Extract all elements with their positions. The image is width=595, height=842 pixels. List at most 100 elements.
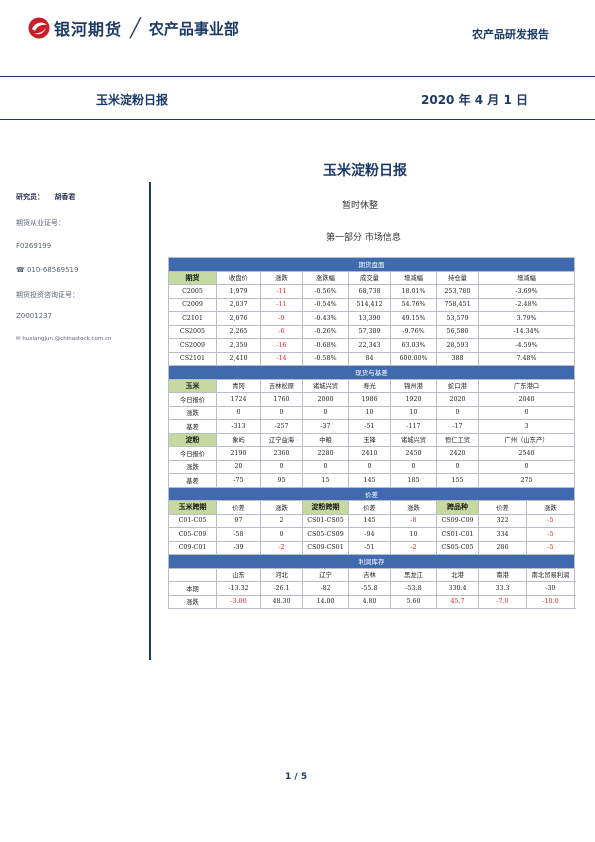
table-cell: 49.15%	[390, 311, 437, 326]
column-header: 辽宁	[302, 567, 349, 582]
table-cell: -3.00	[216, 594, 261, 609]
table-cell: -3.69%	[478, 284, 575, 299]
table-cell: CS09-C09	[436, 513, 479, 528]
table-row: 涨跌 -3.00 48.30 14.00 4.80 5.60 45.7 -7.0 -10.0	[168, 594, 575, 609]
table-cell: 758,451	[436, 297, 479, 312]
table-cell: 2360	[260, 446, 303, 461]
column-header: 吉林	[348, 567, 391, 582]
report-date: 2020 年 4 月 1 日	[421, 93, 528, 107]
column-header: 南港	[478, 567, 527, 582]
table-cell: 20	[216, 459, 261, 474]
column-header: 青冈	[216, 378, 261, 393]
table-cell: 0	[436, 459, 479, 474]
researcher-line: 研究员： 胡香君	[16, 192, 75, 202]
table-row: C2101 2,076 -9 -0.43% 13,390 49.15% 53,579 3.79…	[168, 311, 575, 326]
column-header-row: 淀粉 象屿 辽宁益海 中粮 玉锋 诸城兴贸 恒仁工贸 广州（山东产）	[168, 432, 575, 447]
table-cell: -117	[390, 419, 437, 434]
section-title: 价差	[168, 486, 575, 501]
table-cell: 今日报价	[168, 392, 217, 407]
table-cell: 2020	[436, 392, 479, 407]
table-cell: -2	[390, 540, 437, 555]
galaxy-logo-icon	[28, 17, 50, 39]
section-header-row: 期货盘面	[168, 257, 575, 272]
table-cell: 10	[390, 527, 437, 542]
section-title: 现货与基差	[168, 365, 575, 380]
table-cell: 514,412	[348, 297, 391, 312]
column-header-row: 玉米 青冈 吉林松原 诸城兴贸 寿光 锦州港 蛇口港 广东港口	[168, 378, 575, 393]
table-cell: -14.34%	[478, 324, 575, 339]
column-header: 增减幅	[390, 270, 437, 285]
company-name: 银河期货	[54, 20, 123, 39]
table-cell: -313	[216, 419, 261, 434]
table-cell: 1920	[390, 392, 437, 407]
column-header: 增减幅	[478, 270, 575, 285]
column-header: 涨跌	[260, 500, 303, 515]
table-cell: -2.48%	[478, 297, 575, 312]
table-cell: CS05-C05	[436, 540, 479, 555]
table-cell: 2,037	[216, 297, 261, 312]
column-header: 山东	[216, 567, 261, 582]
table-cell: 0	[260, 527, 303, 542]
table-cell: 95	[260, 473, 303, 488]
table-row: C2009 2,037 -11 -0.54% 514,412 54.76% 758,451-…	[168, 297, 575, 312]
column-header: 中粮	[302, 432, 349, 447]
table-cell: 2450	[390, 446, 437, 461]
table-cell: -16	[260, 338, 303, 353]
table-cell: -257	[260, 419, 303, 434]
table-cell: 0	[260, 459, 303, 474]
table-cell: 涨跌	[168, 459, 217, 474]
column-header: 北港	[436, 567, 479, 582]
table-cell: -82	[302, 581, 349, 596]
table-cell: CS09-CS01	[302, 540, 349, 555]
table-cell: C01-C05	[168, 513, 217, 528]
column-header-row: 期货 收盘价 涨跌 涨跌幅 成交量 增减幅 持仓量 增减幅	[168, 270, 575, 285]
column-header: 跨品种	[436, 500, 479, 515]
table-cell: 155	[436, 473, 479, 488]
table-cell: -53.8	[390, 581, 437, 596]
column-header: 持仓量	[436, 270, 479, 285]
table-cell: 54.76%	[390, 297, 437, 312]
column-header: 淀粉跨期	[302, 500, 349, 515]
table-cell: 基差	[168, 473, 217, 488]
table-cell: 10	[348, 405, 391, 420]
table-cell: 600.00%	[390, 351, 437, 366]
email-link[interactable]: ✉ huxiangjun @chinastock.com.cn	[16, 336, 112, 342]
table-cell: 145	[348, 513, 391, 528]
table-cell: 2540	[478, 446, 575, 461]
table-cell: 涨跌	[168, 405, 217, 420]
table-cell: -11	[260, 297, 303, 312]
table-cell: 0	[302, 405, 349, 420]
table-row: CS2101 2,410 -14 -0.58% 84 600.00% 388 7.48%	[168, 351, 575, 366]
section-title: 利润库存	[168, 554, 575, 569]
column-header: 涨跌	[526, 500, 575, 515]
title-band: 玉米淀粉日报 2020 年 4 月 1 日	[0, 76, 595, 120]
table-cell: -11	[260, 284, 303, 299]
market-data-table: 期货盘面 期货 收盘价 涨跌 涨跌幅 成交量 增减幅 持仓量 增减幅 C2005 1,979 -11-…	[168, 257, 575, 609]
table-cell: 2	[260, 513, 303, 528]
section-title: 期货盘面	[168, 257, 575, 272]
table-cell: -10.0	[526, 594, 575, 609]
column-header: 河北	[260, 567, 303, 582]
column-header: 价差	[478, 500, 527, 515]
table-cell: -26.1	[260, 581, 303, 596]
table-cell: 今日报价	[168, 446, 217, 461]
column-header	[168, 567, 217, 582]
column-header: 期货	[168, 270, 217, 285]
report-type-label: 农产品研发报告	[472, 28, 549, 41]
column-header: 诸城兴贸	[302, 378, 349, 393]
table-cell: CS01-C01	[436, 527, 479, 542]
column-header: 辽宁益海	[260, 432, 303, 447]
table-cell: 22,343	[348, 338, 391, 353]
column-header: 玉米	[168, 378, 217, 393]
column-header: 涨跌	[260, 270, 303, 285]
table-cell: -9.76%	[390, 324, 437, 339]
table-cell: 2,265	[216, 324, 261, 339]
column-header: 吉林松原	[260, 378, 303, 393]
column-header: 淀粉	[168, 432, 217, 447]
consult-license-number: Z0001237	[16, 312, 52, 320]
table-cell: 2280	[302, 446, 349, 461]
table-cell: -6	[260, 324, 303, 339]
table-row: C05-C09 -58 0 CS05-CS09 -94 10 CS01-C01 334 -5	[168, 527, 575, 542]
table-cell: -0.26%	[302, 324, 349, 339]
table-cell: 0	[348, 459, 391, 474]
